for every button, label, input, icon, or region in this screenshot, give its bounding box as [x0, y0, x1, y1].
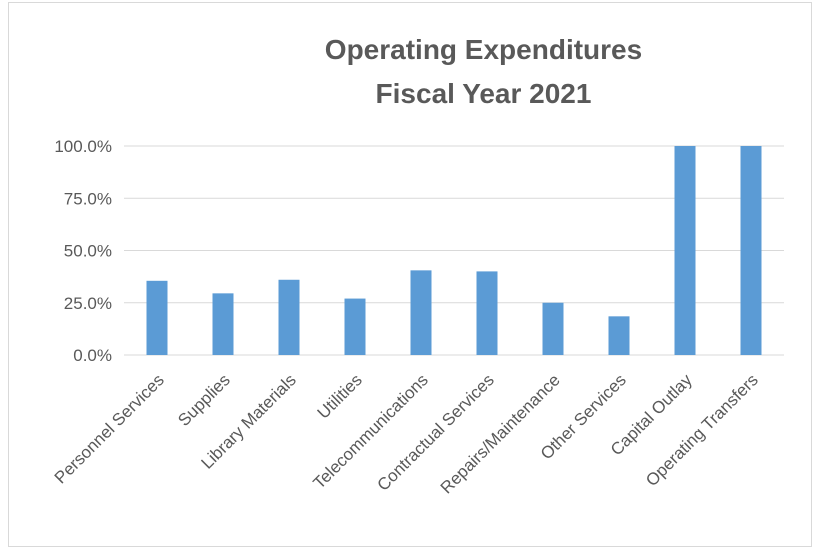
- bar: [278, 279, 300, 355]
- bar: [608, 316, 630, 355]
- bar: [674, 146, 696, 355]
- bar: [146, 280, 168, 355]
- x-category-label: Personnel Services: [51, 370, 168, 487]
- chart-title: Operating Expenditures Fiscal Year 2021: [0, 28, 813, 116]
- y-axis-ticks: 0.0% 25.0% 50.0% 75.0% 100.0%: [54, 137, 112, 365]
- bar: [212, 293, 234, 355]
- x-category-label: Telecommunications: [309, 370, 431, 492]
- y-tick-label: 25.0%: [64, 294, 112, 313]
- bar: [410, 270, 432, 355]
- gridlines: [124, 145, 784, 356]
- bars: [146, 146, 762, 355]
- bar: [740, 146, 762, 355]
- y-tick-label: 100.0%: [54, 137, 112, 156]
- x-category-label: Operating Transfers: [642, 370, 762, 490]
- x-category-label: Supplies: [174, 370, 234, 430]
- bar: [344, 298, 366, 355]
- x-category-label: Contractual Services: [373, 370, 497, 494]
- y-tick-label: 50.0%: [64, 242, 112, 261]
- bar: [542, 302, 564, 355]
- y-tick-label: 0.0%: [73, 346, 112, 365]
- x-category-label: Utilities: [314, 370, 366, 422]
- bar: [476, 271, 498, 355]
- x-category-label: Repairs/Maintenance: [437, 370, 564, 497]
- chart-title-line-1: Operating Expenditures: [324, 34, 643, 65]
- y-tick-label: 75.0%: [64, 189, 112, 208]
- chart-title-line-2: Fiscal Year 2021: [375, 78, 592, 109]
